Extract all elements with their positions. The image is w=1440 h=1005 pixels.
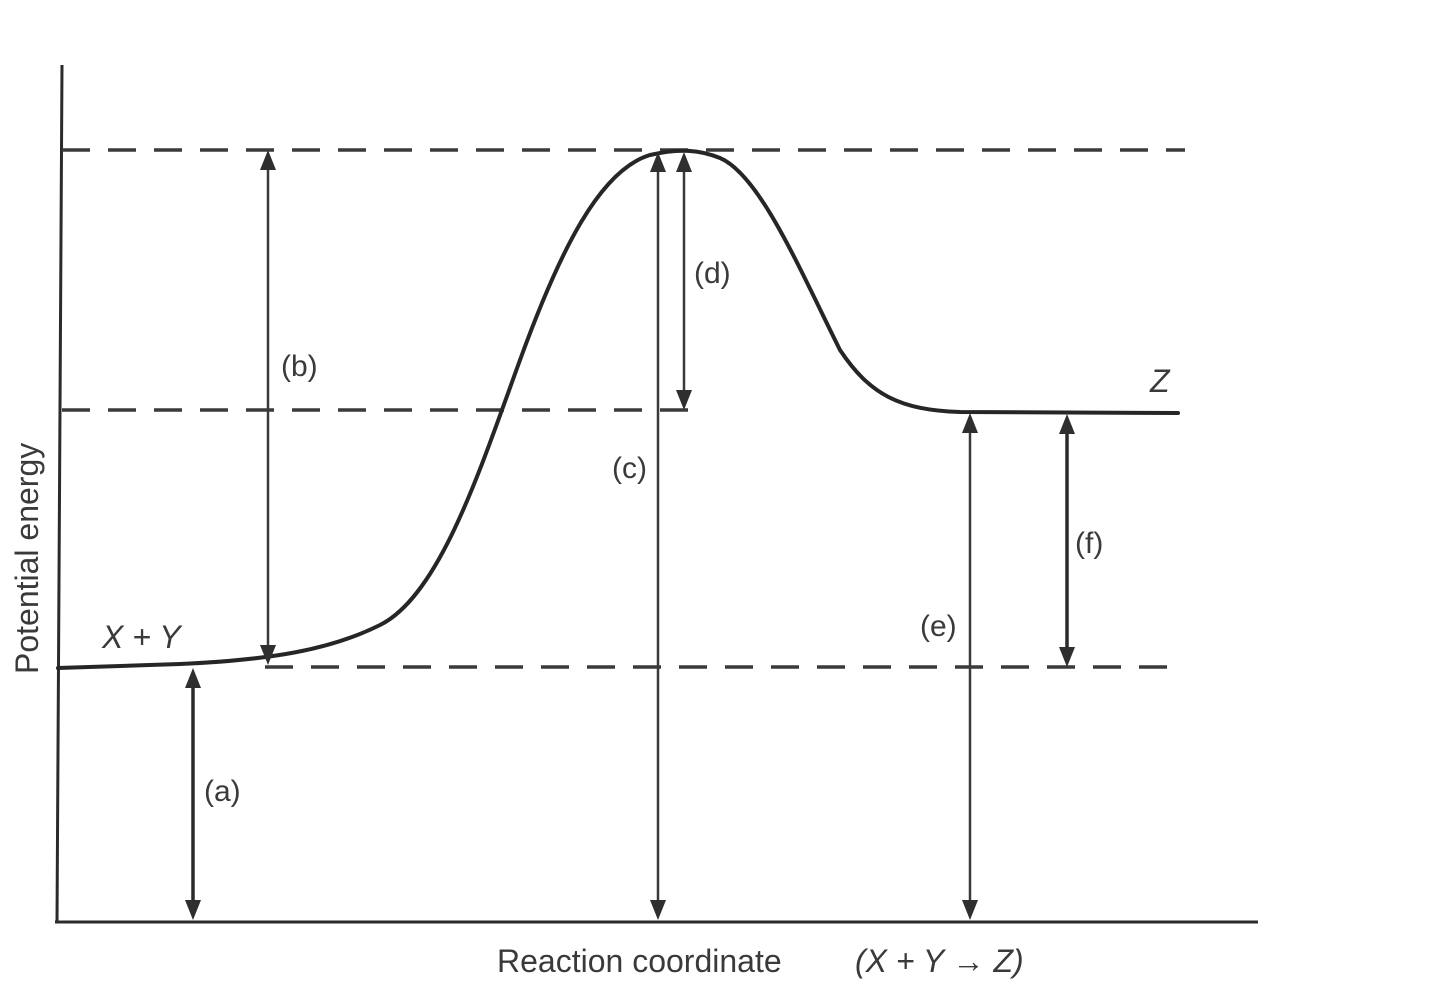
label-a: (a): [204, 775, 241, 808]
arrow-b-head-top: [260, 150, 276, 170]
energy-curve: [56, 148, 1180, 670]
arrow-e-head-top: [962, 413, 978, 433]
arrow-b-head-bottom: [260, 645, 276, 665]
label-e: (e): [920, 610, 957, 643]
y-axis: [55, 64, 64, 923]
x-axis-equation: (X + Y → Z): [855, 943, 1024, 979]
reactants-label: X + Y: [101, 619, 183, 655]
arrow-d-head-bottom: [676, 390, 692, 410]
label-f: (f): [1075, 527, 1103, 560]
label-c: (c): [612, 452, 647, 485]
arrow-e-head-bottom: [962, 900, 978, 920]
y-axis-title: Potential energy: [9, 443, 45, 674]
arrow-a-head-bottom: [185, 900, 201, 920]
arrow-a-head-top: [185, 668, 201, 688]
arrow-c-head-top: [650, 152, 666, 172]
arrow-f-head-bottom: [1059, 647, 1075, 667]
label-b: (b): [281, 350, 318, 383]
arrow-f-head-top: [1059, 414, 1075, 434]
x-axis-title: Reaction coordinate: [497, 943, 782, 979]
arrow-d-head-top: [676, 152, 692, 172]
arrow-c-head-bottom: [650, 900, 666, 920]
label-d: (d): [694, 257, 731, 290]
product-label: Z: [1149, 363, 1171, 399]
